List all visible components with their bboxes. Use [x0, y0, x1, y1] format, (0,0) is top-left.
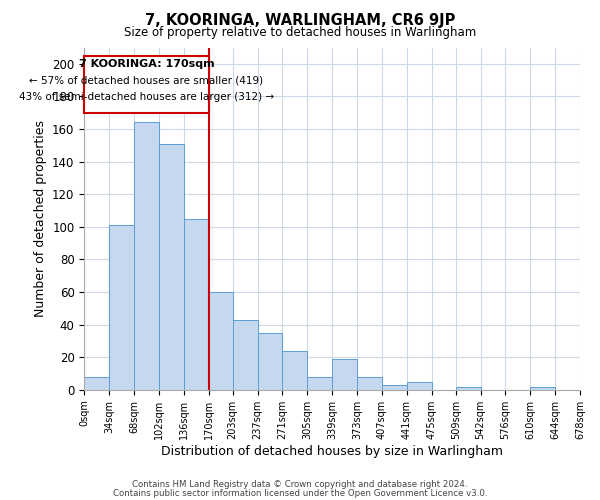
Bar: [257, 333, 283, 390]
Text: Contains HM Land Registry data © Crown copyright and database right 2024.: Contains HM Land Registry data © Crown c…: [132, 480, 468, 489]
Text: 7 KOORINGA: 170sqm: 7 KOORINGA: 170sqm: [79, 59, 214, 69]
Bar: [209, 292, 233, 390]
Text: ← 57% of detached houses are smaller (419): ← 57% of detached houses are smaller (41…: [29, 75, 263, 85]
Text: Size of property relative to detached houses in Warlingham: Size of property relative to detached ho…: [124, 26, 476, 39]
Bar: [332, 359, 357, 390]
Bar: [84, 56, 209, 112]
Text: 7, KOORINGA, WARLINGHAM, CR6 9JP: 7, KOORINGA, WARLINGHAM, CR6 9JP: [145, 12, 455, 28]
Bar: [382, 385, 407, 390]
Bar: [134, 122, 159, 390]
Bar: [407, 382, 431, 390]
Bar: [109, 225, 134, 390]
Bar: [307, 377, 332, 390]
Bar: [357, 377, 382, 390]
Text: Contains public sector information licensed under the Open Government Licence v3: Contains public sector information licen…: [113, 489, 487, 498]
Bar: [457, 386, 481, 390]
X-axis label: Distribution of detached houses by size in Warlingham: Distribution of detached houses by size …: [161, 444, 503, 458]
Text: 43% of semi-detached houses are larger (312) →: 43% of semi-detached houses are larger (…: [19, 92, 274, 102]
Bar: [530, 386, 555, 390]
Bar: [233, 320, 257, 390]
Bar: [283, 350, 307, 390]
Bar: [84, 377, 109, 390]
Bar: [184, 218, 209, 390]
Y-axis label: Number of detached properties: Number of detached properties: [34, 120, 47, 317]
Bar: [159, 144, 184, 390]
